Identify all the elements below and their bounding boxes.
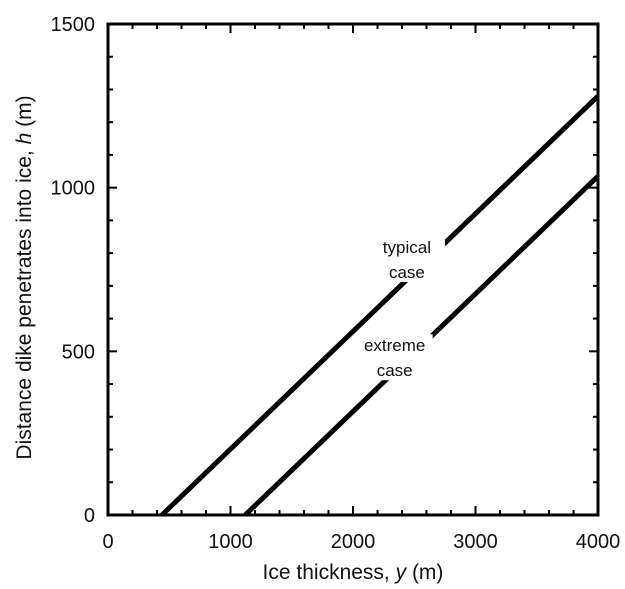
annotation-background <box>356 334 433 381</box>
x-tick-label: 2000 <box>331 531 376 553</box>
annotation-label-2: extreme <box>364 336 425 355</box>
annotations: typical case extreme case <box>356 236 445 381</box>
x-axis-title-main: Ice thickness, <box>263 561 396 584</box>
x-tick-label: 0 <box>102 531 113 553</box>
x-tick-label: 1000 <box>208 531 253 553</box>
series-line-1 <box>160 94 600 517</box>
y-axis-title-main: Distance dike penetrates into ice, <box>13 144 36 459</box>
y-tick-label: 1500 <box>51 14 96 36</box>
x-tick-label: 4000 <box>576 531 621 553</box>
series-lines <box>160 94 600 517</box>
annotation-background <box>368 236 445 283</box>
y-axis-title-unit: (m) <box>13 95 36 132</box>
x-axis-title-var: y <box>394 561 408 584</box>
tick-marks <box>107 23 599 516</box>
y-tick-label: 500 <box>62 341 95 363</box>
annotation-label-1: case <box>389 263 425 282</box>
x-tick-label: 3000 <box>453 531 498 553</box>
y-tick-label: 1000 <box>51 178 96 200</box>
y-axis-title: Distance dike penetrates into ice, h (m) <box>13 95 36 459</box>
tick-labels: 0 1000 2000 3000 4000 0 500 1000 1500 <box>51 14 621 553</box>
x-axis-title: Ice thickness, y (m) <box>263 561 444 584</box>
annotation-label-2: case <box>377 361 413 380</box>
y-axis-title-var: h <box>13 133 36 145</box>
x-axis-title-unit: (m) <box>406 561 443 584</box>
annotation-label-1: typical <box>383 238 431 257</box>
y-tick-label: 0 <box>84 505 95 527</box>
plot-frame <box>106 22 600 517</box>
